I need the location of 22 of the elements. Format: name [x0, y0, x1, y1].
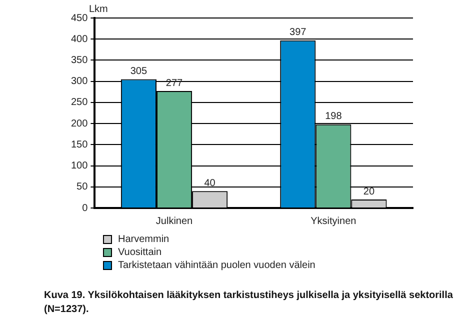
data-label: 397	[290, 27, 307, 38]
y-tick-label: 250	[70, 97, 88, 108]
y-tick-label: 350	[70, 54, 88, 66]
legend-label: Tarkistetaan vähintään puolen vuoden välein	[118, 260, 316, 270]
y-tick-label: 450	[70, 12, 88, 24]
y-tick-label: 300	[70, 76, 88, 88]
y-tick-label: 50	[76, 182, 88, 193]
y-tick-label: 150	[70, 139, 88, 150]
legend-label: Vuosittain	[118, 246, 162, 258]
data-label: 198	[325, 111, 342, 122]
x-tick-label: Yksityinen	[310, 216, 356, 227]
y-tick-label: 100	[70, 160, 88, 172]
legend-label: Harvemmin	[118, 234, 170, 244]
x-tick-label: Julkinen	[156, 216, 193, 227]
y-tick-label: 200	[70, 118, 88, 130]
y-tick-label: 0	[82, 202, 88, 214]
data-label: 305	[130, 66, 148, 77]
data-label: 20	[363, 186, 375, 198]
text: Kuva 19. Yksilökohtaisen lääkityksen tarkistustiheys julkisella ja yksityisellä sektorilla (N=1237).	[44, 289, 454, 317]
y-axis-title: Lkm	[89, 4, 108, 15]
y-tick-label: 400	[70, 34, 88, 45]
data-label: 40	[204, 178, 216, 189]
